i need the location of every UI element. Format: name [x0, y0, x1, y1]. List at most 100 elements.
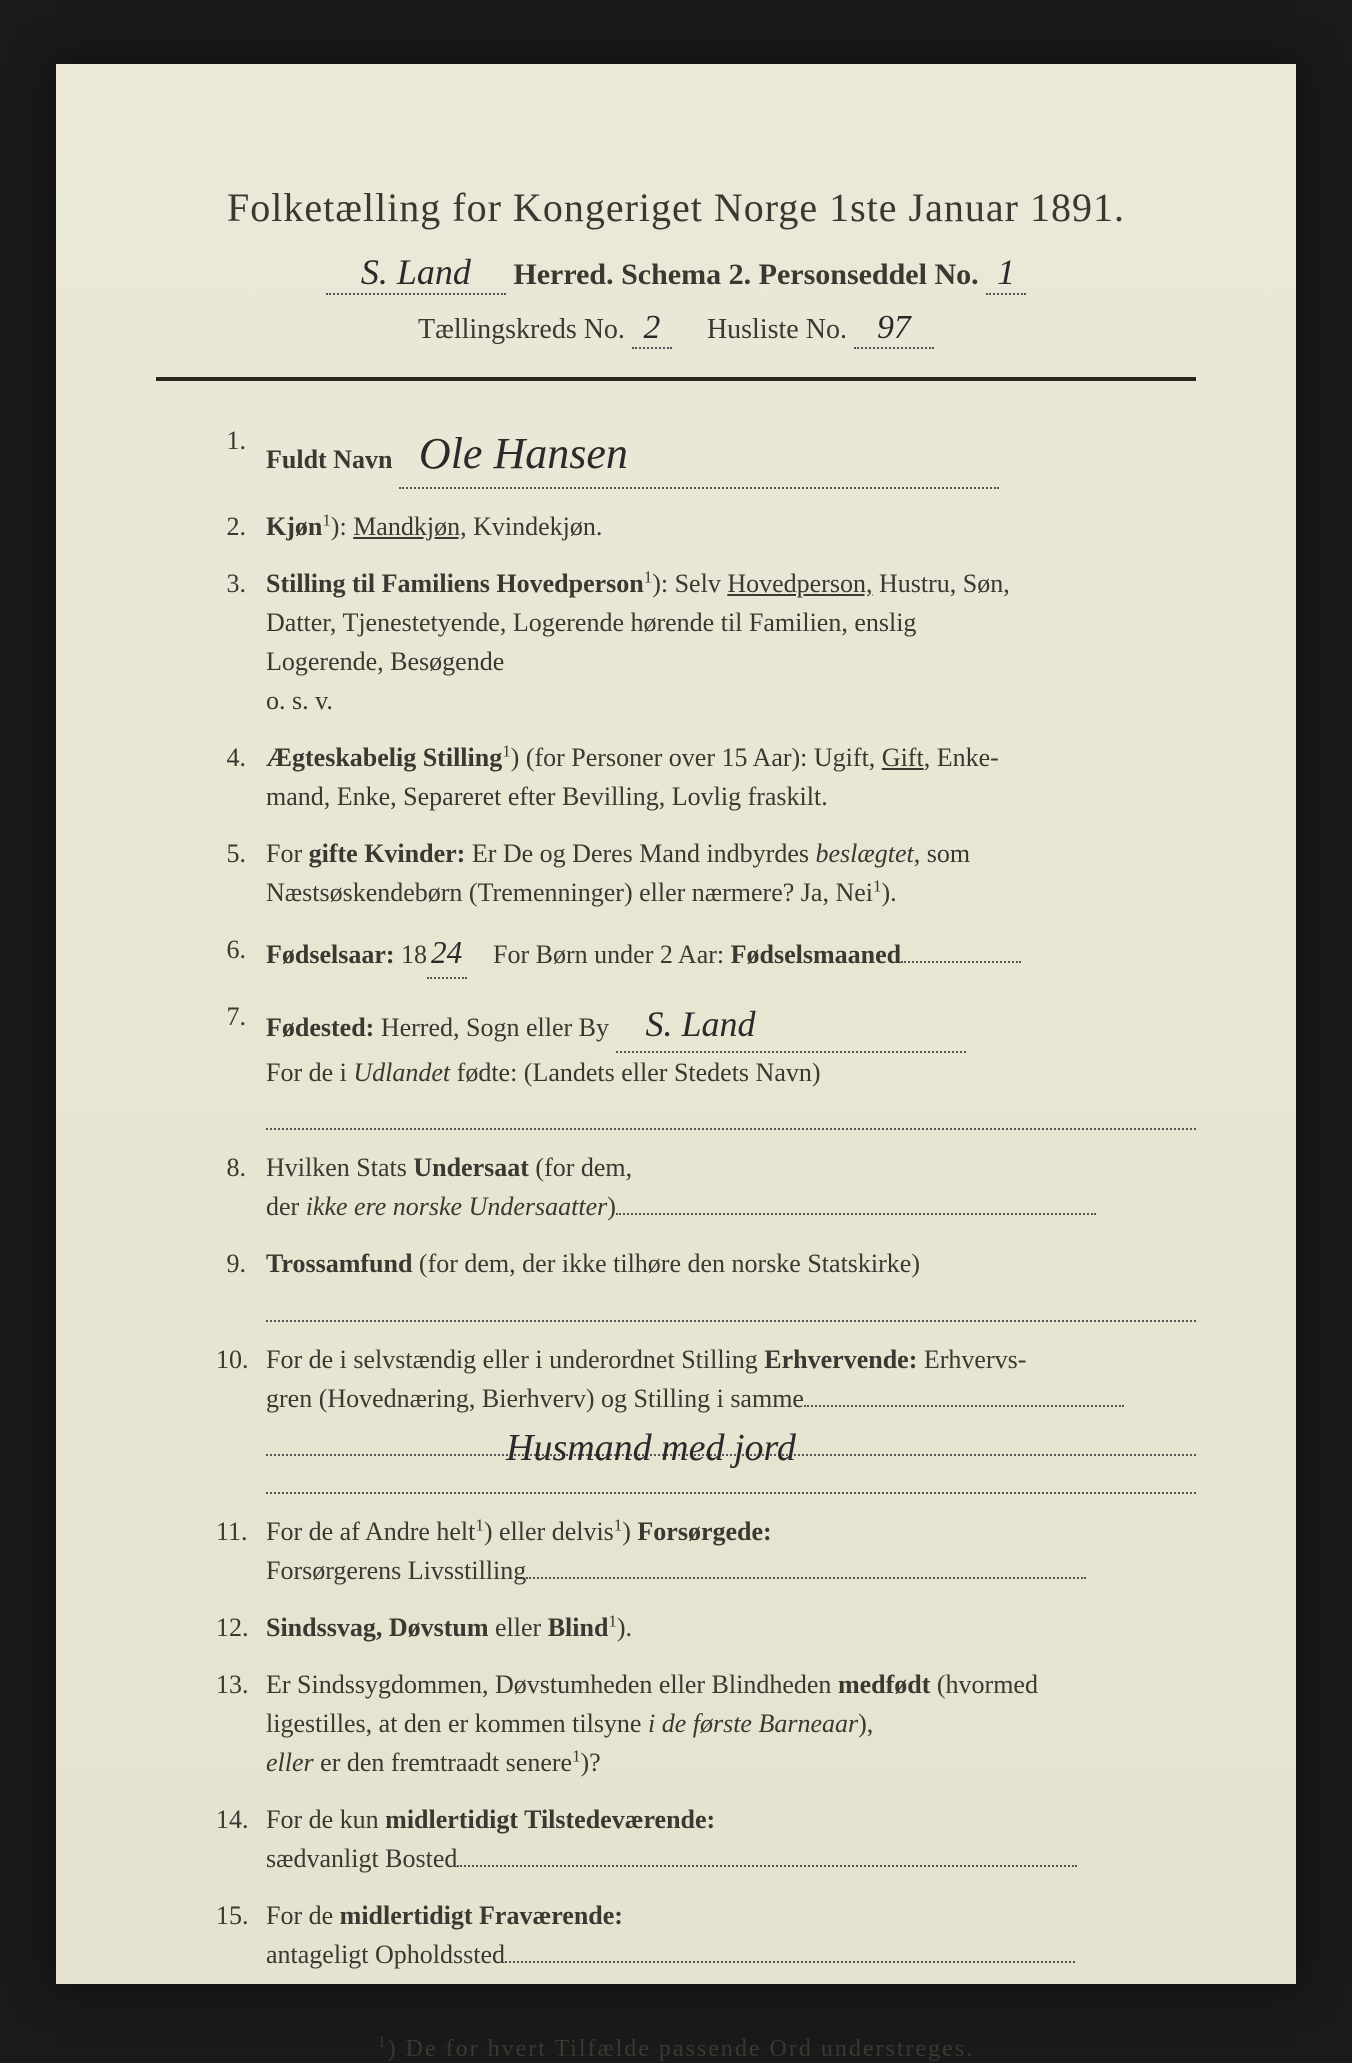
gifte-prefix: For: [266, 839, 309, 868]
row-7: 7. Fødested: Herred, Sogn eller By S. La…: [216, 997, 1196, 1130]
sinds-bold2: Blind: [548, 1613, 609, 1642]
row-num-1: 1.: [216, 421, 266, 489]
foedested-line2-italic: Udlandet: [353, 1058, 450, 1087]
row-content-15: For de midlertidigt Fraværende: antageli…: [266, 1896, 1196, 1974]
stilling-line1: Selv Hovedperson, Hustru, Søn,: [675, 569, 1010, 598]
foedsel-year-prefix: 18: [395, 940, 428, 969]
row-2: 2. Kjøn1): Mandkjøn, Kvindekjøn.: [216, 507, 1196, 546]
erhverv-field1: [804, 1405, 1124, 1407]
stilling-line4: o. s. v.: [266, 686, 333, 715]
row-11: 11. For de af Andre helt1) eller delvis1…: [216, 1512, 1196, 1590]
taellingskreds-no: 2: [632, 309, 672, 349]
medfoedt-line2b: ),: [858, 1709, 873, 1738]
undersaat-line1a: Hvilken Stats: [266, 1153, 413, 1182]
foedsel-born-label: For Børn under 2 Aar:: [493, 940, 731, 969]
undersaat-field: [616, 1213, 1096, 1215]
undersaat-italic: ikke ere norske Undersaatter: [306, 1192, 608, 1221]
foedested-label: Fødested:: [266, 1013, 374, 1042]
kjoen-sup: 1: [322, 510, 330, 529]
undersaat-bold: Undersaat: [413, 1153, 529, 1182]
row-12: 12. Sindssvag, Døvstum eller Blind1).: [216, 1608, 1196, 1647]
row-content-2: Kjøn1): Mandkjøn, Kvindekjøn.: [266, 507, 1196, 546]
aegteskab-sup: 1: [502, 741, 510, 760]
stilling-line2: Datter, Tjenestetyende, Logerende hørend…: [266, 608, 916, 637]
row-content-5: For gifte Kvinder: Er De og Deres Mand i…: [266, 834, 1196, 912]
medfoedt-sup: 1: [572, 1747, 580, 1766]
husliste-no: 97: [854, 309, 934, 349]
row-content-12: Sindssvag, Døvstum eller Blind1).: [266, 1608, 1196, 1647]
header-line-3: Tællingskreds No. 2 Husliste No. 97: [156, 309, 1196, 349]
row-num-8: 8.: [216, 1148, 266, 1226]
tilstede-line1a: For de kun: [266, 1805, 385, 1834]
medfoedt-line3a: er den fremtraadt senere: [314, 1748, 572, 1777]
fravaer-line2: antageligt Opholdssted: [266, 1940, 505, 1969]
forsorg-field: [526, 1577, 1086, 1579]
medfoedt-italic3: eller: [266, 1748, 314, 1777]
row-content-3: Stilling til Familiens Hovedperson1): Se…: [266, 564, 1196, 720]
aegteskab-paren: (for Personer over 15 Aar):: [526, 743, 808, 772]
row-15: 15. For de midlertidigt Fraværende: anta…: [216, 1896, 1196, 1974]
foedested-line2-suffix: fødte: (Landets eller Stedets Navn): [450, 1058, 820, 1087]
footnote: 1) De for hvert Tilfælde passende Ord un…: [156, 2034, 1196, 2063]
forsorg-line1c: ): [622, 1517, 637, 1546]
aegteskab-line2: mand, Enke, Separeret efter Bevilling, L…: [266, 782, 828, 811]
foedsel-year: 24: [427, 930, 467, 979]
herred-value: S. Land: [326, 251, 506, 295]
undersaat-line1b: (for dem,: [529, 1153, 632, 1182]
row-content-1: Fuldt Navn Ole Hansen: [266, 421, 1196, 489]
erhverv-bold: Erhvervende:: [764, 1345, 917, 1374]
foedested-blank: [266, 1094, 1196, 1130]
fravaer-line1a: For de: [266, 1901, 340, 1930]
forsorg-bold: Forsørgede:: [637, 1517, 771, 1546]
erhverv-blank: Husmand med jord: [266, 1420, 1196, 1456]
herred-label: Herred.: [513, 258, 613, 291]
row-num-11: 11.: [216, 1512, 266, 1590]
row-4: 4. Ægteskabelig Stilling1) (for Personer…: [216, 738, 1196, 816]
row-content-9: Trossamfund (for dem, der ikke tilhøre d…: [266, 1244, 1196, 1321]
sinds-bold1: Sindssvag, Døvstum: [266, 1613, 489, 1642]
row-num-13: 13.: [216, 1665, 266, 1782]
gifte-line2b: ).: [881, 878, 896, 907]
row-content-13: Er Sindssygdommen, Døvstumheden eller Bl…: [266, 1665, 1196, 1782]
medfoedt-line3b: )?: [581, 1748, 601, 1777]
row-9: 9. Trossamfund (for dem, der ikke tilhør…: [216, 1244, 1196, 1321]
forsorg-sup2: 1: [614, 1516, 622, 1535]
row-num-9: 9.: [216, 1244, 266, 1321]
sinds-text: eller: [489, 1613, 548, 1642]
medfoedt-line1b: (hvormed: [930, 1670, 1038, 1699]
medfoedt-line2a: ligestilles, at den er kommen tilsyne: [266, 1709, 648, 1738]
gifte-line1b: , som: [914, 839, 970, 868]
page-title: Folketælling for Kongeriget Norge 1ste J…: [156, 184, 1196, 231]
fuldt-navn-label: Fuldt Navn: [266, 445, 392, 474]
row-content-4: Ægteskabelig Stilling1) (for Personer ov…: [266, 738, 1196, 816]
row-1: 1. Fuldt Navn Ole Hansen: [216, 421, 1196, 489]
aegteskab-line1: Ugift, Gift, Enke-: [814, 743, 999, 772]
census-form-page: Folketælling for Kongeriget Norge 1ste J…: [56, 64, 1296, 1984]
foedested-line2-prefix: For de i: [266, 1058, 353, 1087]
row-num-5: 5.: [216, 834, 266, 912]
trossamfund-label: Trossamfund: [266, 1249, 412, 1278]
row-14: 14. For de kun midlertidigt Tilstedevære…: [216, 1800, 1196, 1878]
personseddel-no: 1: [986, 251, 1026, 295]
row-content-14: For de kun midlertidigt Tilstedeværende:…: [266, 1800, 1196, 1878]
foedested-value: S. Land: [616, 1004, 756, 1044]
gifte-line2: Næstsøskendebørn (Tremenninger) eller næ…: [266, 878, 873, 907]
foedsel-month-bold: Fødselsmaaned: [731, 940, 901, 969]
row-13: 13. Er Sindssygdommen, Døvstumheden elle…: [216, 1665, 1196, 1782]
stilling-line3: Logerende, Besøgende: [266, 647, 504, 676]
header-divider: [156, 377, 1196, 381]
undersaat-line2b: ): [607, 1192, 616, 1221]
row-3: 3. Stilling til Familiens Hovedperson1):…: [216, 564, 1196, 720]
schema-label: Schema 2.: [621, 258, 751, 291]
foedested-line1: Herred, Sogn eller By: [374, 1013, 609, 1042]
row-num-3: 3.: [216, 564, 266, 720]
row-num-10: 10.: [216, 1340, 266, 1495]
row-num-14: 14.: [216, 1800, 266, 1878]
sinds-suffix: ).: [617, 1613, 632, 1642]
tilstede-line2: sædvanligt Bosted: [266, 1844, 457, 1873]
sinds-sup: 1: [608, 1612, 616, 1631]
form-body: 1. Fuldt Navn Ole Hansen 2. Kjøn1): Mand…: [156, 421, 1196, 1974]
row-content-7: Fødested: Herred, Sogn eller By S. Land …: [266, 997, 1196, 1130]
erhverv-line1b: Erhvervs-: [917, 1345, 1026, 1374]
forsorg-line1a: For de af Andre helt: [266, 1517, 475, 1546]
